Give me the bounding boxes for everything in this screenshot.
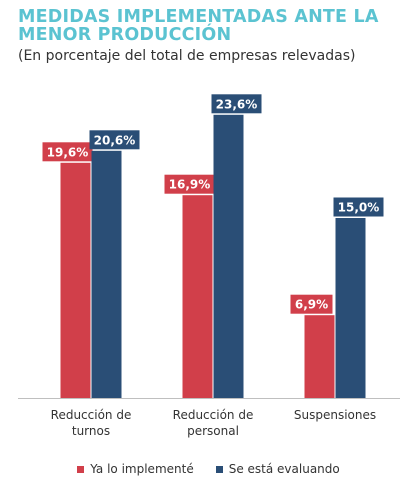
chart-subtitle: (En porcentaje del total de empresas rel… [18,48,356,64]
x-tick-label-1-line-1: Reducción de [51,408,132,422]
bar-1-3 [304,315,335,398]
legend-swatch-series-2 [215,465,223,473]
bar-1-2 [182,195,213,398]
legend-item-series-1: Ya lo implementé [77,462,194,476]
chart-title: MEDIDAS IMPLEMENTADAS ANTE LA MENOR PROD… [18,7,379,45]
legend-label-series-2: Se está evaluando [228,462,340,476]
data-label-box-1-1 [42,142,93,162]
data-label-box-1-3 [290,294,333,314]
data-label-box-2-1 [89,130,140,150]
bar-2-2 [213,114,244,399]
bar-2-3 [335,218,366,398]
data-label-2-3: 15,0% [338,201,380,215]
bar-2-1 [91,150,122,398]
data-label-box-1-2 [164,174,215,194]
bar-1-1 [60,162,91,398]
legend-label-series-1: Ya lo implementé [90,462,194,476]
data-label-1-3: 6,9% [295,298,328,312]
legend-item-series-2: Se está evaluando [215,462,340,476]
data-label-box-2-2 [211,94,262,114]
data-label-box-2-3 [333,197,384,217]
x-tick-label-1-line-2: turnos [72,424,110,438]
data-label-1-1: 19,6% [47,145,89,159]
x-tick-label-2-line-2: personal [187,424,239,438]
x-tick-label-2-line-1: Reducción de [173,408,254,422]
data-label-2-1: 20,6% [94,133,136,147]
data-label-1-2: 16,9% [169,178,211,192]
data-label-2-2: 23,6% [216,97,258,111]
x-tick-label-3: Suspensiones [294,408,376,422]
legend-swatch-series-1 [77,465,85,473]
legend: Ya lo implementé Se está evaluando [0,462,417,476]
